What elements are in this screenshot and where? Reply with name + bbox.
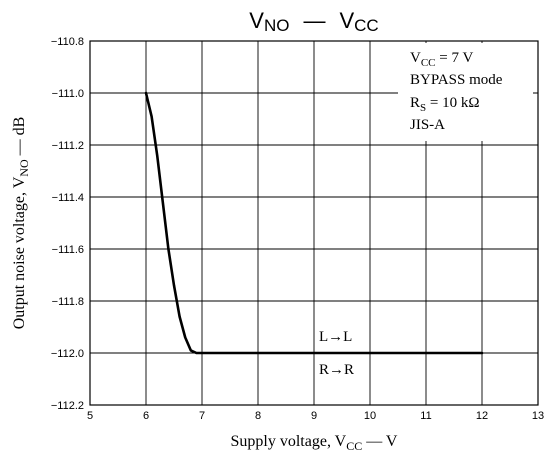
curve-label-bg-rr: [316, 360, 350, 377]
series-line: [144, 91, 484, 355]
y-tick-label: −111.0: [52, 88, 84, 100]
curve-label-rr: R→R: [319, 362, 354, 378]
y-tick-labels: −110.8 −111.0 −111.2 −111.4 −111.6 −111.8 −112…: [51, 36, 84, 412]
curve-label-bg-ll: [316, 327, 350, 344]
y-tick-label: −110.8: [51, 36, 84, 48]
condition-rs: RS = 10 kΩ: [410, 95, 480, 114]
x-tick-label: 11: [420, 410, 431, 422]
x-tick-label: 13: [532, 410, 544, 422]
x-tick-labels: 5 6 7 8 9 10 11 12 13: [87, 410, 544, 422]
y-tick-label: −111.6: [52, 244, 84, 256]
plot-frame: [89, 40, 539, 406]
y-tick-label: −111.2: [52, 140, 84, 152]
x-tick-label: 8: [255, 410, 261, 422]
condition-mode: BYPASS mode: [410, 72, 503, 88]
y-tick-label: −112.2: [51, 400, 84, 412]
y-tick-label: −111.8: [52, 296, 84, 308]
x-tick-label: 7: [199, 410, 205, 422]
y-tick-label: −112.0: [51, 348, 84, 360]
y-tick-label: −111.4: [52, 192, 84, 204]
condition-filter: JIS-A: [410, 117, 445, 133]
series: [144, 91, 484, 355]
chart-title: VNO — VCC: [249, 8, 378, 35]
x-tick-label: 10: [364, 410, 376, 422]
x-tick-label: 6: [143, 410, 149, 422]
curve-label-ll: L→L: [319, 329, 352, 345]
x-tick-label: 5: [87, 410, 93, 422]
y-axis-label: Output noise voltage, VNO — dB: [11, 117, 31, 330]
x-tick-label: 9: [311, 410, 317, 422]
condition-vcc: VCC = 7 V: [410, 50, 473, 69]
x-axis-label: Supply voltage, VCC — V: [231, 433, 398, 453]
x-tick-label: 12: [476, 410, 488, 422]
conditions-box: [398, 43, 533, 141]
